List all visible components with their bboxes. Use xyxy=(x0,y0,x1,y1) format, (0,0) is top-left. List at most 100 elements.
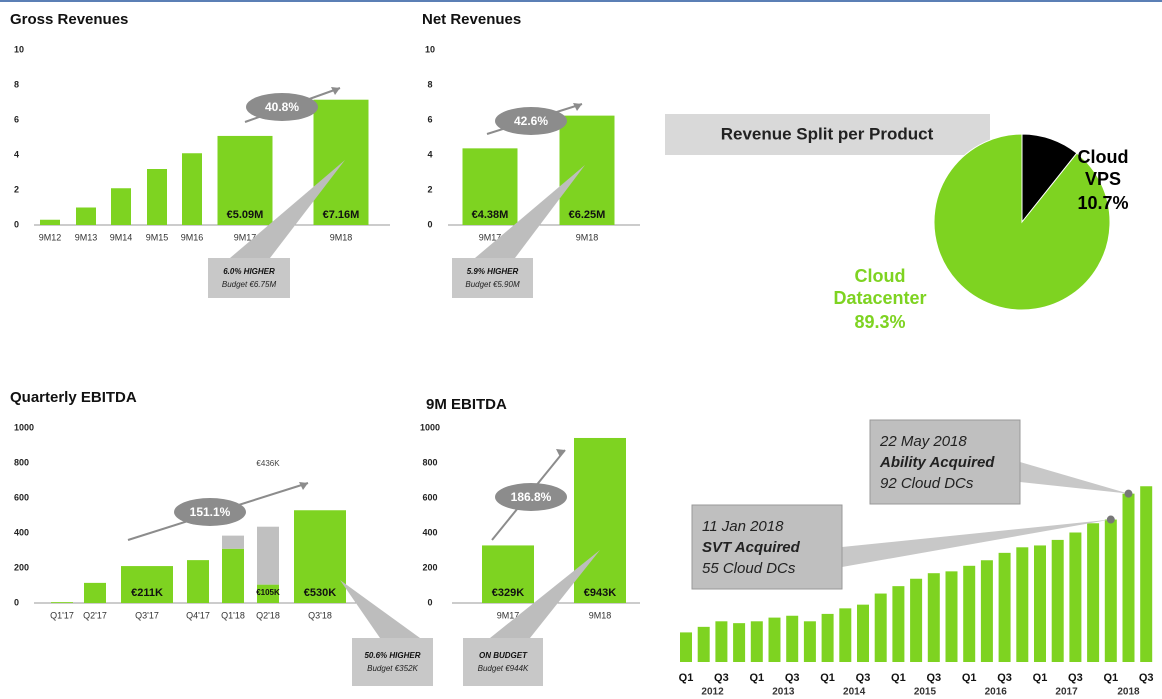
annotation-event: Ability Acquired xyxy=(879,454,995,471)
bar xyxy=(1069,532,1082,662)
data-label: €5.09M xyxy=(227,209,264,221)
x-tick-label: 9M17 xyxy=(497,610,520,620)
bar xyxy=(998,552,1011,662)
y-tick-label: 600 xyxy=(422,492,437,502)
data-label: €211K xyxy=(131,587,163,599)
chart-title: Quarterly EBITDA xyxy=(10,389,137,406)
bar xyxy=(733,623,746,662)
bar xyxy=(839,608,852,662)
x-tick-label: Q3 xyxy=(997,672,1012,684)
y-tick-label: 4 xyxy=(14,149,19,159)
bar xyxy=(482,545,534,603)
x-tick-label: Q1 xyxy=(820,672,835,684)
x-tick-label: Q1 xyxy=(749,672,764,684)
y-tick-label: 0 xyxy=(14,597,19,607)
y-tick-label: 2 xyxy=(14,184,19,194)
growth-label: 186.8% xyxy=(511,490,552,504)
y-tick-label: 200 xyxy=(422,562,437,572)
chart-title: 9M EBITDA xyxy=(426,396,507,413)
x-tick-label: 9M17 xyxy=(479,232,502,242)
x-tick-label: Q3 xyxy=(785,672,800,684)
data-label: €530K xyxy=(304,587,336,599)
callout-text: Budget €5.90M xyxy=(465,280,520,289)
bar xyxy=(1051,539,1064,662)
bar xyxy=(910,578,923,662)
bar xyxy=(680,632,692,662)
x-tick-label: Q3 xyxy=(856,672,871,684)
x-tick-label: Q3 xyxy=(1068,672,1083,684)
bar xyxy=(945,571,958,662)
y-tick-label: 200 xyxy=(14,562,29,572)
callout-text: Budget €352K xyxy=(367,664,418,673)
x-tick-label: Q1 xyxy=(679,672,694,684)
pie-title: Revenue Split per Product xyxy=(721,124,934,143)
y-tick-label: 6 xyxy=(427,114,432,124)
year-label: 2014 xyxy=(843,687,866,698)
callout-pointer xyxy=(340,580,420,638)
growth-pill xyxy=(174,498,246,526)
arrow-head xyxy=(556,449,565,457)
x-tick-label: Q3 xyxy=(1139,672,1154,684)
pie-value-label: 89.3% xyxy=(854,312,906,332)
bar xyxy=(217,135,273,225)
y-tick-label: 2 xyxy=(427,184,432,194)
y-tick-label: 1000 xyxy=(420,422,440,432)
growth-pill xyxy=(495,483,567,511)
bar xyxy=(313,99,369,225)
x-tick-label: 9M15 xyxy=(146,232,169,242)
bar xyxy=(821,613,834,662)
arrow-head xyxy=(299,482,308,490)
bar xyxy=(222,548,244,603)
x-tick-label: 9M12 xyxy=(39,232,62,242)
x-tick-label: 9M17 xyxy=(234,232,257,242)
chart-title: Net Revenues xyxy=(422,11,521,28)
y-tick-label: 0 xyxy=(14,219,19,229)
marker-dot xyxy=(1124,489,1133,498)
pie-label: Cloud Datacenter xyxy=(833,266,927,308)
annotation-date: 22 May 2018 xyxy=(879,433,967,450)
x-tick-label: 9M16 xyxy=(181,232,204,242)
bar xyxy=(750,621,763,662)
y-tick-label: 1000 xyxy=(14,422,34,432)
x-tick-label: Q3 xyxy=(926,672,941,684)
data-label: €329K xyxy=(492,587,524,599)
callout xyxy=(208,258,290,298)
x-tick-label: Q2'17 xyxy=(83,610,107,620)
bar xyxy=(574,437,626,603)
annotation-date: 11 Jan 2018 xyxy=(702,518,784,535)
data-label: €7.16M xyxy=(323,209,360,221)
pie-title-box xyxy=(665,114,990,155)
callout xyxy=(463,638,543,686)
x-tick-label: 9M13 xyxy=(75,232,98,242)
x-tick-label: Q1 xyxy=(1033,672,1048,684)
bar xyxy=(111,188,131,225)
chart-title: Gross Revenues xyxy=(10,11,128,28)
callout xyxy=(869,419,1021,505)
x-tick-label: 9M18 xyxy=(589,610,612,620)
year-label: 2018 xyxy=(1117,687,1140,698)
x-tick-label: 9M18 xyxy=(576,232,599,242)
y-tick-label: 800 xyxy=(422,457,437,467)
bar xyxy=(1104,519,1117,662)
callout xyxy=(352,638,433,686)
x-tick-label: Q3'17 xyxy=(135,610,159,620)
x-tick-label: Q1 xyxy=(962,672,977,684)
year-label: 2015 xyxy=(914,687,937,698)
y-tick-label: 0 xyxy=(427,219,432,229)
y-tick-label: 8 xyxy=(14,79,19,89)
callout-text: Budget €944K xyxy=(478,664,529,673)
marker-dot xyxy=(1106,515,1115,524)
x-tick-label: Q1'17 xyxy=(50,610,74,620)
data-label: €105K xyxy=(256,588,280,597)
bar xyxy=(768,617,781,662)
x-tick-label: Q3'18 xyxy=(308,610,332,620)
callout-pointer xyxy=(490,550,600,638)
bar xyxy=(76,207,96,225)
callout xyxy=(452,258,533,298)
bar xyxy=(294,510,346,603)
bar xyxy=(1122,493,1135,662)
annotation-event: SVT Acquired xyxy=(702,539,801,556)
bar xyxy=(874,593,887,662)
